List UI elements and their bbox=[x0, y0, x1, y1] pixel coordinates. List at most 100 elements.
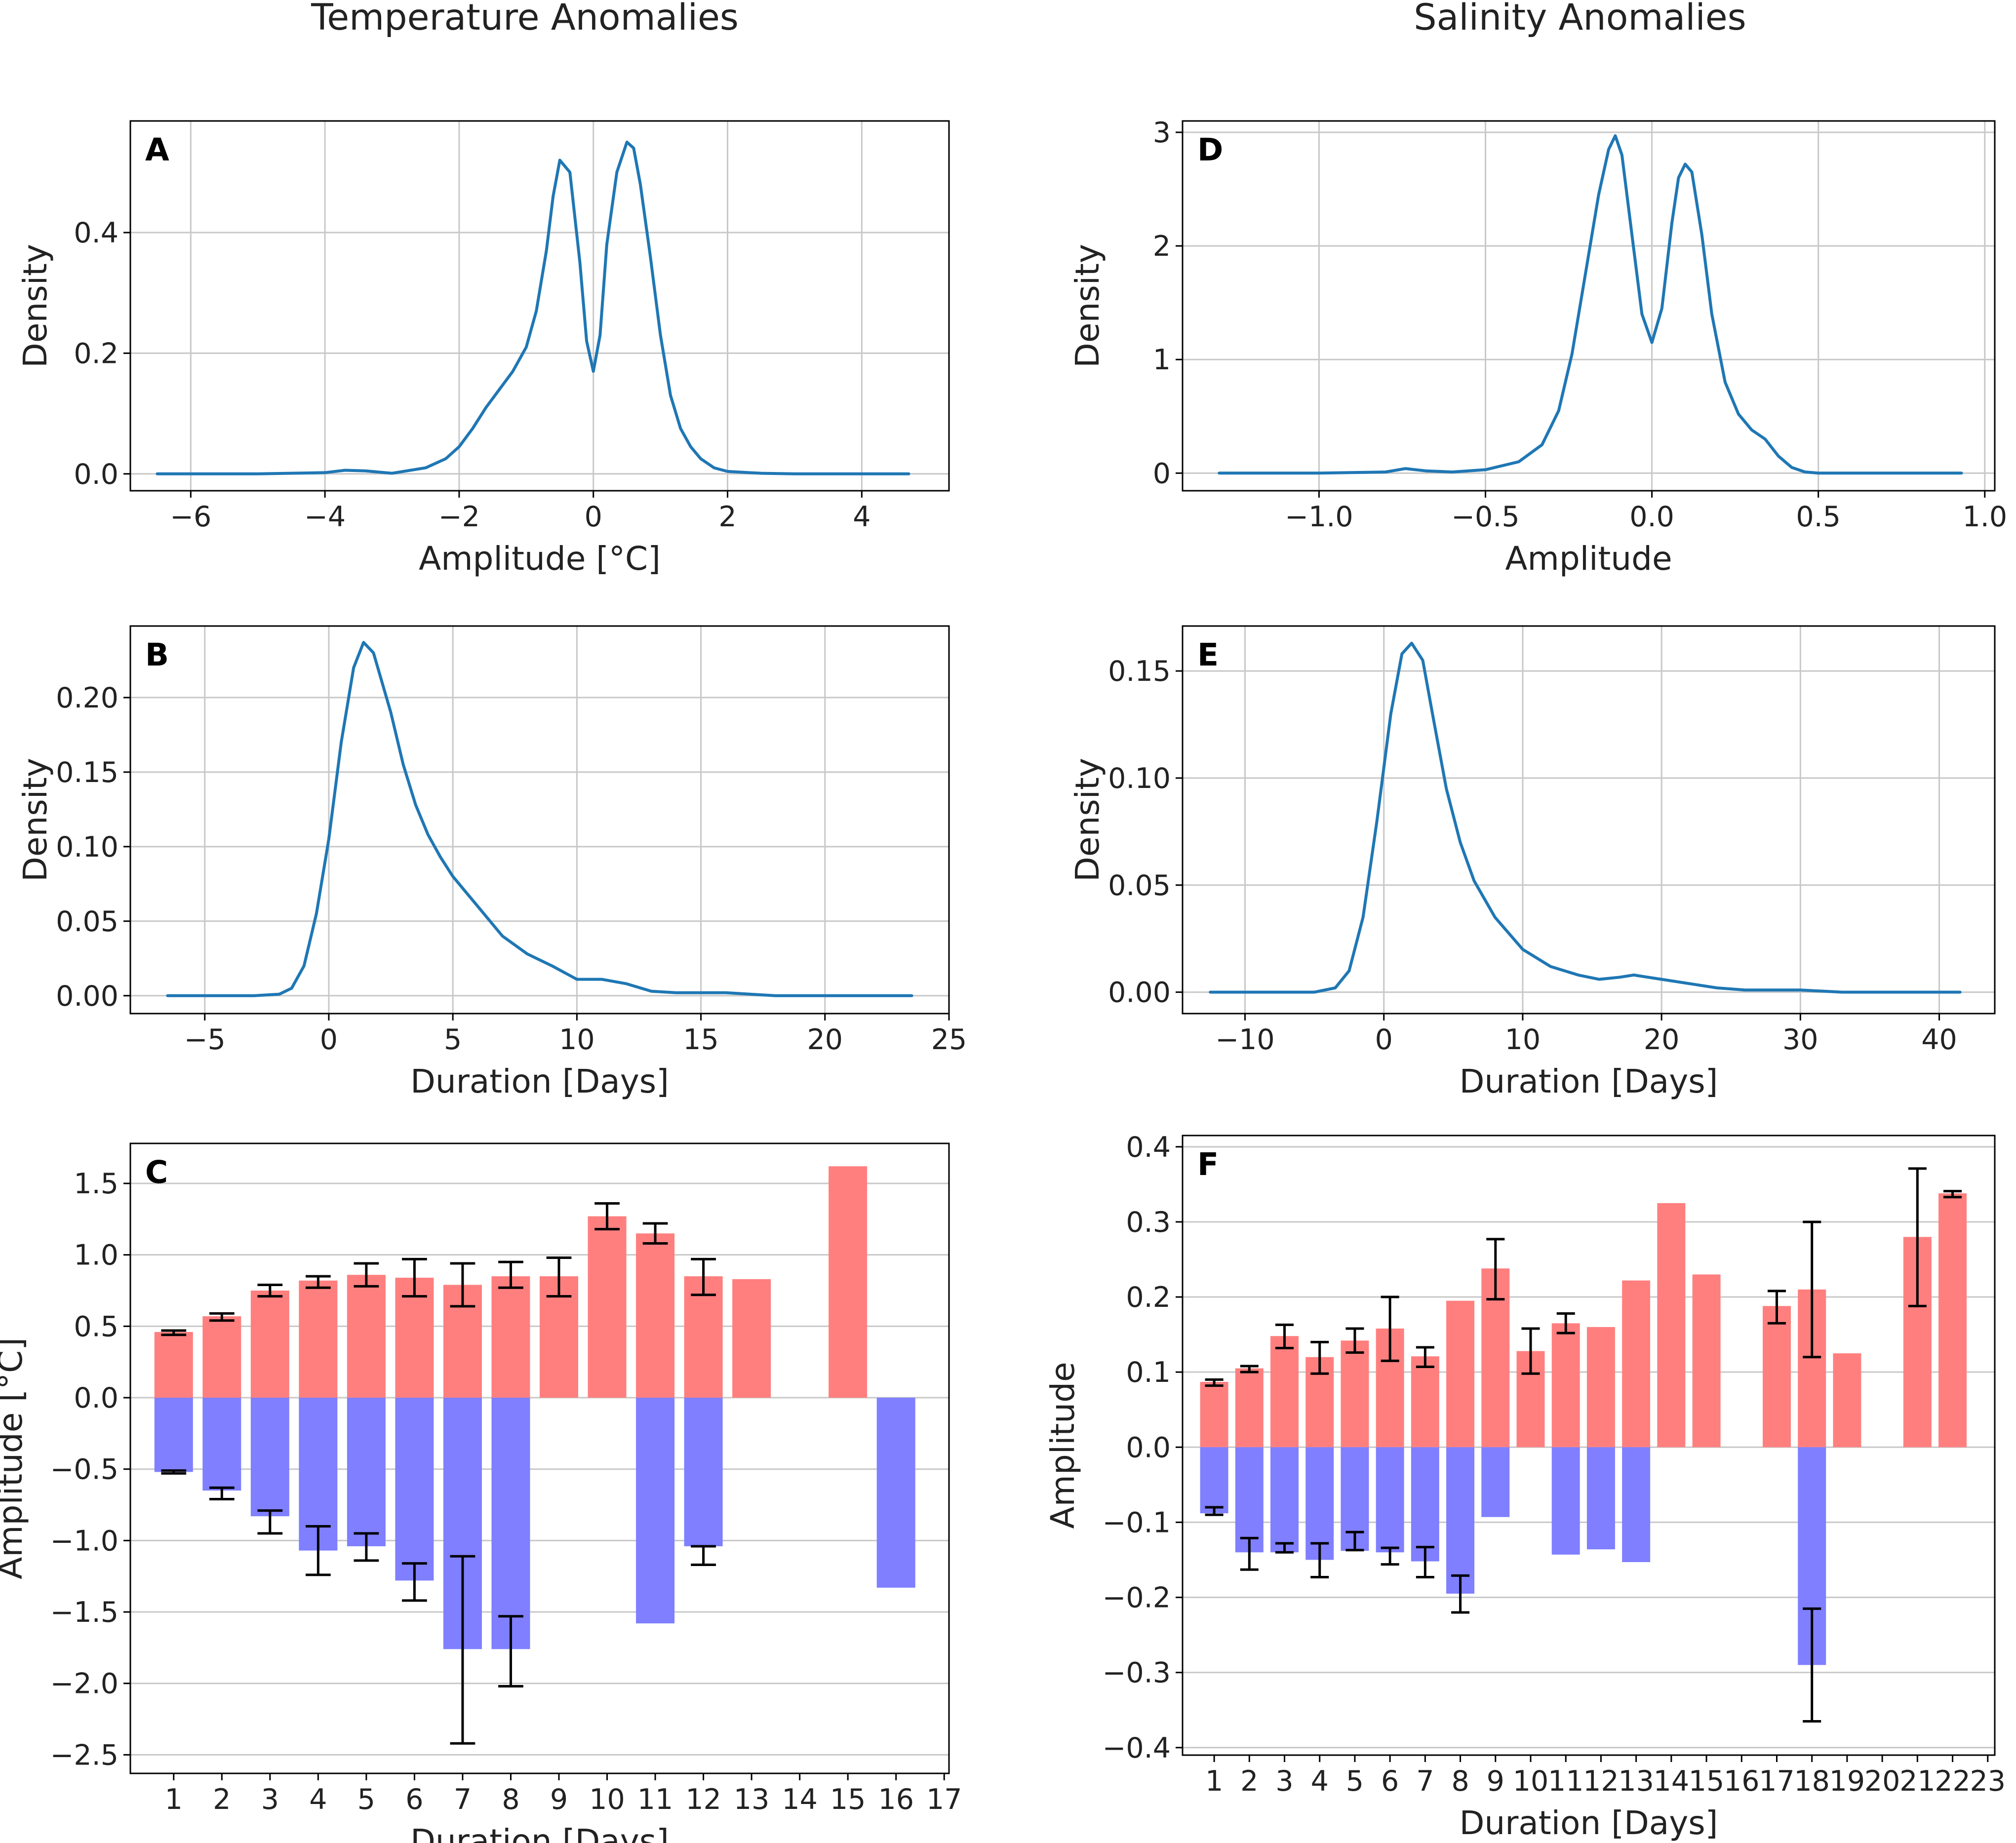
panel-b-x-tick-label: 20 bbox=[807, 1023, 843, 1056]
panel-a-frame bbox=[129, 120, 950, 492]
panel-f-x-tick-label: 13 bbox=[1618, 1765, 1654, 1798]
panel-d-y-tick-label: 2 bbox=[1153, 230, 1171, 263]
panel-f-negative-bar bbox=[1622, 1447, 1651, 1563]
panel-f-negative-bar bbox=[1270, 1447, 1299, 1553]
panel-c-x-tick-label: 11 bbox=[637, 1783, 673, 1816]
panel-b-x-tick-label: 0 bbox=[320, 1023, 338, 1056]
panel-f-y-tick-label: 0.4 bbox=[1126, 1131, 1171, 1164]
panel-a-x-tick-label: −2 bbox=[438, 501, 480, 533]
panel-d-x-tick-label: 0.5 bbox=[1796, 501, 1841, 533]
panel-c-x-tick-label: 3 bbox=[261, 1783, 279, 1816]
panel-c-x-tick-label: 6 bbox=[405, 1783, 423, 1816]
panel-c-letter: C bbox=[145, 1154, 168, 1190]
panel-f-x-tick-label: 21 bbox=[1899, 1765, 1936, 1798]
panel-f-positive-bar bbox=[1411, 1356, 1439, 1448]
panel-a-y-tick-label: 0.0 bbox=[74, 458, 119, 491]
panel-f-positive-bar bbox=[1270, 1336, 1299, 1448]
panel-c-y-tick-label: −2.5 bbox=[50, 1739, 119, 1771]
panel-e-x-tick-label: 30 bbox=[1782, 1023, 1818, 1056]
panel-f-x-tick-label: 7 bbox=[1416, 1765, 1434, 1798]
panel-d-y-tick-label: 1 bbox=[1153, 344, 1171, 376]
panel-c-x-tick-label: 4 bbox=[309, 1783, 327, 1816]
panel-c-x-tick-label: 2 bbox=[213, 1783, 231, 1816]
panel-f-x-tick-label: 9 bbox=[1487, 1765, 1504, 1798]
panel-f-bars bbox=[1200, 1193, 1967, 1665]
panel-b-density-line bbox=[166, 641, 913, 997]
panel-d-x-tick-label: 1.0 bbox=[1962, 501, 2007, 533]
panel-c-negative-bar bbox=[202, 1398, 241, 1491]
panel-c-x-tick-label: 8 bbox=[502, 1783, 519, 1816]
panel-f-y-tick-label: −0.3 bbox=[1103, 1657, 1171, 1689]
panel-d-x-tick-label: −1.0 bbox=[1285, 501, 1353, 533]
panel-c-x-tick-label: 15 bbox=[830, 1783, 866, 1816]
panel-e-y-tick-label: 0.15 bbox=[1108, 655, 1171, 688]
panel-c-x-tick-label: 1 bbox=[165, 1783, 183, 1816]
panel-b-x-tick-label: 25 bbox=[931, 1023, 967, 1056]
panel-c-positive-bar bbox=[684, 1276, 723, 1398]
panel-f: 1 2 3 4 5 6 7 8 9 1011121314151617181920212223−0.… bbox=[1044, 1131, 2006, 1842]
panel-c-y-tick-label: 1.5 bbox=[74, 1168, 119, 1200]
panel-a-y-axis-label: Density bbox=[16, 244, 54, 368]
panel-c-positive-bar bbox=[154, 1332, 193, 1398]
panel-c-negative-bar bbox=[636, 1398, 675, 1624]
panel-f-x-tick-label: 17 bbox=[1759, 1765, 1795, 1798]
panel-c-positive-bar bbox=[347, 1275, 386, 1398]
panel-f-x-tick-label: 2 bbox=[1240, 1765, 1258, 1798]
panel-e-x-tick-label: −10 bbox=[1215, 1023, 1274, 1056]
panel-f-x-tick-label: 15 bbox=[1689, 1765, 1725, 1798]
panel-b: −5 0 5 10 15 20 25 0.00 0.05 0.10 0.15 0.20 Duration… bbox=[16, 625, 967, 1100]
panel-f-frame bbox=[1182, 1135, 1996, 1756]
panel-f-x-tick-label: 18 bbox=[1794, 1765, 1830, 1798]
panel-c-y-tick-label: −1.0 bbox=[50, 1525, 119, 1557]
panel-e-letter: E bbox=[1197, 637, 1219, 673]
panel-f-negative-bar bbox=[1376, 1447, 1404, 1553]
panel-f-y-tick-label: 0.1 bbox=[1126, 1356, 1171, 1389]
panel-d-y-axis-label: Density bbox=[1068, 244, 1107, 368]
panel-c-negative-bar bbox=[491, 1398, 530, 1649]
panel-f-negative-bar bbox=[1305, 1447, 1334, 1560]
panel-e-y-tick-label: 0.00 bbox=[1108, 977, 1171, 1009]
panel-b-y-tick-label: 0.00 bbox=[56, 980, 119, 1013]
panel-f-x-tick-label: 20 bbox=[1864, 1765, 1900, 1798]
panel-f-positive-bar bbox=[1763, 1306, 1791, 1448]
panel-d-density-line bbox=[1218, 134, 1963, 475]
panel-f-negative-bar bbox=[1551, 1447, 1580, 1555]
panel-c-bars bbox=[154, 1166, 915, 1649]
panel-f-x-tick-label: 6 bbox=[1381, 1765, 1399, 1798]
panel-d-letter: D bbox=[1197, 132, 1223, 168]
panel-f-x-tick-label: 10 bbox=[1513, 1765, 1549, 1798]
panel-f-positive-bar bbox=[1586, 1327, 1615, 1448]
panel-a-x-tick-label: 4 bbox=[853, 501, 870, 533]
panel-e-y-tick-label: 0.05 bbox=[1108, 869, 1171, 902]
panel-c-x-tick-label: 7 bbox=[454, 1783, 472, 1816]
panel-b-y-tick-label: 0.10 bbox=[56, 831, 119, 863]
panel-b-y-tick-label: 0.20 bbox=[56, 682, 119, 714]
panel-f-positive-bar bbox=[1692, 1274, 1721, 1448]
panel-f-x-tick-label: 19 bbox=[1829, 1765, 1865, 1798]
panel-f-y-tick-label: 0.0 bbox=[1126, 1431, 1171, 1464]
panel-a-x-tick-label: −4 bbox=[304, 501, 346, 533]
panel-c-error-bars bbox=[161, 1202, 716, 1745]
panel-f-x-tick-label: 11 bbox=[1548, 1765, 1584, 1798]
panel-f-y-tick-label: −0.1 bbox=[1103, 1506, 1171, 1539]
panel-e-x-tick-label: 20 bbox=[1644, 1023, 1680, 1056]
panel-c-x-tick-label: 13 bbox=[734, 1783, 770, 1816]
panel-f-y-tick-label: −0.2 bbox=[1103, 1582, 1171, 1614]
panel-d-x-tick-label: −0.5 bbox=[1451, 501, 1519, 533]
panel-c-x-tick-label: 17 bbox=[926, 1783, 962, 1816]
panel-f-y-tick-label: −0.4 bbox=[1103, 1732, 1171, 1765]
panel-c-negative-bar bbox=[876, 1398, 915, 1588]
panel-e: −10 0 10 20 30 40 0.00 0.05 0.10 0.15 Duration [Da… bbox=[1068, 625, 1996, 1100]
panel-f-negative-bar bbox=[1481, 1447, 1510, 1517]
panel-c-y-tick-label: 0.5 bbox=[74, 1310, 119, 1343]
panel-c-negative-bar bbox=[347, 1398, 386, 1546]
panel-e-x-tick-label: 10 bbox=[1505, 1023, 1541, 1056]
panel-e-x-tick-label: 40 bbox=[1921, 1023, 1957, 1056]
panel-a-x-tick-label: 0 bbox=[585, 501, 602, 533]
panel-c-y-tick-label: −2.0 bbox=[50, 1668, 119, 1700]
panel-f-x-tick-label: 14 bbox=[1654, 1765, 1690, 1798]
panel-c-positive-bar bbox=[395, 1277, 434, 1398]
panel-a: −6 −4 −2 0 2 4 0.0 0.2 0.4 Amplitude [°C] Density A bbox=[16, 120, 950, 578]
panel-f-positive-bar bbox=[1657, 1203, 1686, 1448]
panel-b-x-axis-label: Duration [Days] bbox=[410, 1062, 669, 1100]
